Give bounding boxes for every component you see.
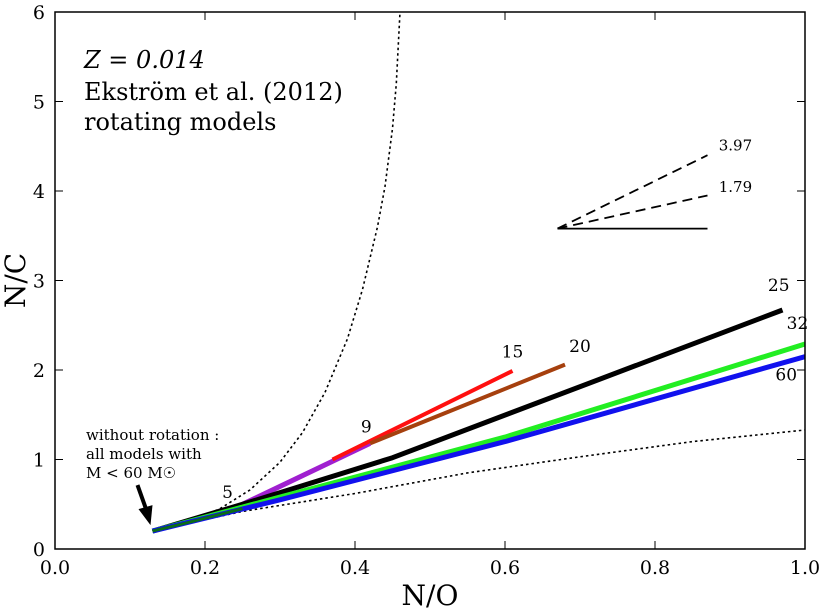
slope-indicator-line — [557, 194, 708, 230]
y-tick-label: 5 — [33, 92, 45, 114]
dotted-reference-curve — [152, 12, 401, 532]
metallicity-label: Z = 0.014 — [83, 46, 205, 74]
axis-ticks — [54, 11, 806, 550]
series-line-base — [152, 507, 243, 533]
series-label-25: 25 — [768, 276, 790, 296]
x-tick-label: 0.8 — [640, 557, 670, 579]
annotation-line-2: all models with — [86, 445, 202, 463]
annotation-arrow — [135, 484, 153, 526]
series-label-15: 15 — [502, 342, 524, 362]
arrow-head — [138, 505, 153, 526]
series-label-9: 9 — [361, 418, 372, 438]
annotation-line-1: without rotation : — [86, 426, 219, 444]
annotation-block: without rotation : all models with M < 6… — [86, 426, 219, 482]
plot-content: 5 9 15 20 25 32 60 3.97 1.79 — [151, 12, 809, 534]
series-line-25 — [151, 307, 784, 534]
x-axis-label: N/O — [402, 579, 459, 612]
y-tick-label: 4 — [33, 181, 45, 203]
slope-label: 3.97 — [719, 137, 752, 155]
y-axis-label: N/C — [0, 253, 32, 308]
y-tick-label: 1 — [33, 450, 45, 472]
reference-label: Ekström et al. (2012) — [84, 78, 343, 106]
slope-indicator-line — [557, 154, 708, 230]
series-label-32: 32 — [787, 314, 809, 334]
x-tick-label: 0.4 — [340, 557, 370, 579]
x-tick-label: 1.0 — [790, 557, 820, 579]
axis-tick-labels: 0.0 0.2 0.4 0.6 0.8 1.0 0 1 2 3 4 5 6 — [33, 2, 820, 579]
x-tick-label: 0.6 — [490, 557, 520, 579]
info-text-block: Z = 0.014 Ekström et al. (2012) rotating… — [83, 46, 343, 136]
x-tick-label: 0.2 — [190, 557, 220, 579]
plot-area — [151, 12, 805, 534]
dotted-reference-curve — [152, 429, 805, 532]
model-type-label: rotating models — [84, 108, 276, 136]
series-line-20 — [369, 362, 566, 446]
series-label-5: 5 — [222, 483, 233, 503]
series-line-15 — [331, 369, 514, 462]
slope-label: 1.79 — [719, 178, 752, 196]
y-tick-label: 2 — [33, 360, 45, 382]
y-tick-label: 3 — [33, 271, 45, 293]
y-tick-label: 6 — [33, 2, 45, 24]
y-tick-label: 0 — [33, 539, 45, 561]
x-tick-label: 0.0 — [40, 557, 70, 579]
series-label-20: 20 — [569, 337, 591, 357]
annotation-line-3: M < 60 M☉ — [86, 464, 176, 482]
series-label-60: 60 — [775, 366, 797, 386]
series-line-32 — [151, 341, 805, 534]
